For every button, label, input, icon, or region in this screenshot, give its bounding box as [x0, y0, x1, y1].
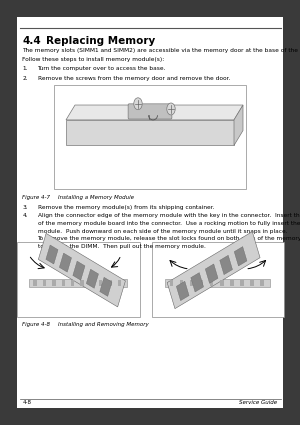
Text: Remove the memory module(s) from its shipping container.: Remove the memory module(s) from its shi…: [38, 205, 214, 210]
Bar: [210, 280, 214, 286]
Text: 1.: 1.: [22, 66, 28, 71]
Text: Follow these steps to install memory module(s):: Follow these steps to install memory mod…: [22, 57, 165, 62]
Bar: [46, 245, 58, 264]
Bar: [86, 269, 98, 288]
Bar: [230, 280, 234, 286]
FancyBboxPatch shape: [128, 104, 172, 119]
Bar: [180, 280, 183, 286]
Bar: [16, 17, 283, 408]
Bar: [43, 280, 46, 286]
Bar: [38, 233, 125, 307]
Bar: [73, 261, 85, 280]
Bar: [234, 246, 247, 266]
Polygon shape: [165, 280, 270, 287]
Text: Service Guide: Service Guide: [239, 400, 278, 405]
Bar: [191, 272, 204, 292]
Bar: [52, 280, 56, 286]
Bar: [220, 255, 232, 275]
Bar: [80, 280, 84, 286]
Polygon shape: [29, 280, 127, 287]
Text: Align the connector edge of the memory module with the key in the connector.  In: Align the connector edge of the memory m…: [38, 213, 300, 218]
Text: 3.: 3.: [22, 205, 28, 210]
Bar: [190, 280, 194, 286]
Text: 2.: 2.: [22, 76, 28, 81]
Bar: [90, 280, 93, 286]
Text: Figure 4-8: Figure 4-8: [22, 322, 50, 327]
Text: Installing and Removing Memory: Installing and Removing Memory: [58, 322, 149, 327]
Bar: [99, 280, 102, 286]
Text: Turn the computer over to access the base.: Turn the computer over to access the bas…: [38, 66, 166, 71]
Polygon shape: [66, 105, 243, 120]
Circle shape: [134, 98, 142, 110]
Bar: [61, 280, 65, 286]
Text: Installing a Memory Module: Installing a Memory Module: [58, 195, 134, 200]
Text: Figure 4-7: Figure 4-7: [22, 195, 50, 200]
Text: To remove the memory module, release the slot locks found on both ends of the me: To remove the memory module, release the…: [38, 236, 300, 241]
Bar: [170, 280, 173, 286]
Bar: [260, 280, 264, 286]
Bar: [118, 280, 121, 286]
Text: 4-8: 4-8: [22, 400, 32, 405]
Bar: [205, 264, 218, 283]
Polygon shape: [66, 120, 234, 145]
Bar: [250, 280, 254, 286]
Bar: [16, 242, 140, 317]
Polygon shape: [234, 105, 243, 145]
Bar: [200, 280, 203, 286]
Bar: [54, 85, 246, 189]
Text: Replacing Memory: Replacing Memory: [46, 36, 156, 46]
Text: of the memory module board into the connector.  Use a rocking motion to fully in: of the memory module board into the conn…: [38, 221, 300, 226]
Bar: [34, 280, 37, 286]
Text: The memory slots (SIMM1 and SIMM2) are accessible via the memory door at the bas: The memory slots (SIMM1 and SIMM2) are a…: [22, 48, 300, 53]
Bar: [100, 277, 112, 296]
Bar: [220, 280, 224, 286]
Bar: [59, 253, 71, 272]
Text: 4.4: 4.4: [22, 36, 41, 46]
Text: Remove the screws from the memory door and remove the door.: Remove the screws from the memory door a…: [38, 76, 230, 81]
Text: module.  Push downward on each side of the memory module until it snaps in place: module. Push downward on each side of th…: [38, 229, 287, 234]
Text: 4.: 4.: [22, 213, 28, 218]
Bar: [167, 232, 260, 309]
Text: to release the DIMM.  Then pull out the memory module.: to release the DIMM. Then pull out the m…: [38, 244, 206, 249]
Bar: [71, 280, 74, 286]
Bar: [152, 242, 284, 317]
Bar: [240, 280, 244, 286]
Circle shape: [167, 103, 175, 115]
Bar: [109, 280, 112, 286]
Bar: [176, 281, 189, 300]
